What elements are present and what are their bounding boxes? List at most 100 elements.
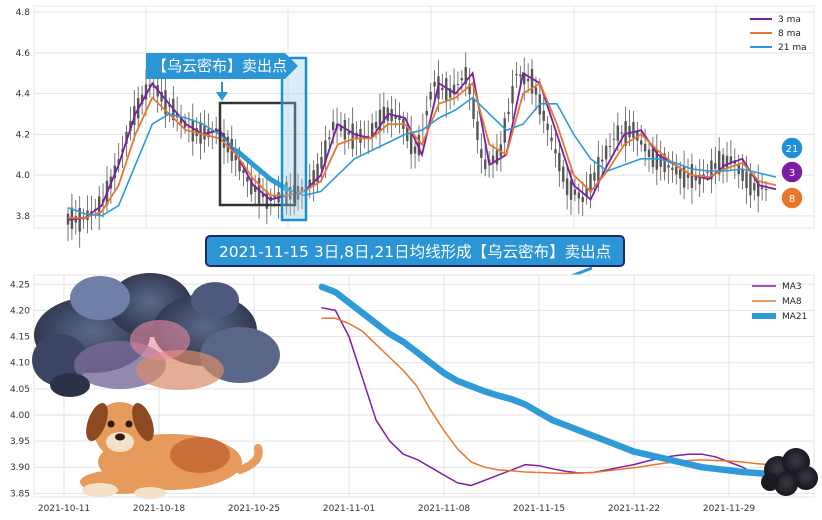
candle-body <box>573 189 577 195</box>
candle-body <box>468 83 471 95</box>
candle-body <box>718 150 721 175</box>
candle-body <box>530 69 534 94</box>
badge-3-label: 3 <box>789 168 795 179</box>
candle-body <box>191 119 194 142</box>
caption-text: 2021-11-15 3日,8日,21日均线形成【乌云密布】卖出点 <box>219 243 611 261</box>
storm-cloud-illustration <box>32 273 280 397</box>
candle-body <box>542 110 545 121</box>
bottom-y-tick-label: 4.00 <box>10 411 30 421</box>
candle-body <box>698 174 701 185</box>
bottom-y-tick-label: 3.95 <box>10 437 30 447</box>
candle-body <box>97 196 101 216</box>
candle-body <box>764 188 768 190</box>
top-legend: 3 ma 8 ma 21 ma <box>750 15 807 53</box>
top-y-tick-label: 4.4 <box>16 90 31 100</box>
candle-body <box>597 156 600 182</box>
candle-body <box>343 120 347 140</box>
candle-body <box>565 178 569 195</box>
candle-body <box>714 163 717 169</box>
candle-body <box>441 87 444 91</box>
candle-body <box>300 187 304 193</box>
candle-body <box>581 196 584 202</box>
top-series-line-3-ma <box>67 71 777 221</box>
bottom-y-tick-label: 4.15 <box>10 333 30 343</box>
candle-body <box>164 90 167 115</box>
candle-body <box>261 193 265 198</box>
candle-body <box>331 121 335 130</box>
candle-body <box>725 155 729 168</box>
bottom-x-tick-label: 2021-11-01 <box>323 504 375 514</box>
candle-body <box>511 85 514 104</box>
candle-body <box>577 192 581 199</box>
legend-ma21-label: 21 ma <box>778 43 807 53</box>
top-y-tick-label: 4.6 <box>16 49 31 59</box>
top-y-tick-label: 4.0 <box>16 171 31 181</box>
bottom-x-tick-label: 2021-11-22 <box>608 504 660 514</box>
top-grid <box>34 6 814 228</box>
candle-body <box>148 84 152 87</box>
candle-body <box>113 165 116 178</box>
candle-body <box>374 121 378 128</box>
cloud-pattern-box <box>218 101 297 207</box>
ma21-highlight-segment <box>234 148 290 192</box>
candle-body <box>679 169 682 179</box>
candle-body <box>585 187 588 197</box>
candle-body <box>328 137 331 140</box>
legend-MA3-label: MA3 <box>782 282 802 292</box>
candle-body <box>222 133 226 148</box>
candle-body <box>456 84 460 86</box>
candle-body <box>729 156 733 164</box>
candle-body <box>289 186 292 200</box>
candle-body <box>246 176 249 182</box>
candle-body <box>686 174 690 178</box>
badge-8-label: 8 <box>789 194 795 205</box>
badge-3 <box>780 160 804 184</box>
candle-body <box>78 207 81 232</box>
candle-body <box>663 153 666 173</box>
candle-body <box>140 94 144 105</box>
candle-body <box>452 84 456 95</box>
bottom-ma-lines <box>318 283 773 487</box>
bottom-y-tick-label: 4.25 <box>10 280 30 290</box>
candle-body <box>409 131 413 155</box>
badge-21 <box>780 136 804 160</box>
candle-body <box>378 109 382 132</box>
candle-body <box>659 154 662 167</box>
dark-cloud-icon <box>761 448 818 496</box>
candle-body <box>448 88 452 98</box>
candle-body <box>413 146 417 154</box>
candle-body <box>320 157 323 169</box>
candle-body <box>265 191 269 209</box>
bottom-y-tick-label: 4.10 <box>10 359 30 369</box>
candle-body <box>355 132 358 140</box>
candle-body <box>347 132 350 135</box>
candle-body <box>480 149 483 158</box>
candle-body <box>507 111 510 115</box>
candle-body <box>491 155 495 164</box>
candle-body <box>526 78 530 82</box>
candle-body <box>370 123 374 138</box>
candle-body <box>640 140 643 145</box>
candle-body <box>702 174 705 177</box>
dog-illustration <box>80 402 263 499</box>
bottom-x-tick-label: 2021-10-11 <box>38 504 90 514</box>
candle-body <box>562 166 565 182</box>
candle-body <box>757 180 760 197</box>
bottom-chart: 3.85 3.90 3.95 4.00 4.05 4.10 4.15 4.20 4.25 202… <box>10 273 818 514</box>
candle-body <box>655 150 659 170</box>
candle-body <box>647 149 651 158</box>
candle-body <box>203 125 206 140</box>
candle-body <box>523 72 526 85</box>
candle-body <box>616 125 620 141</box>
candle-body <box>620 132 623 134</box>
bottom-x-tick-label: 2021-10-18 <box>133 504 186 514</box>
bottom-y-tick-label: 4.05 <box>10 385 30 395</box>
candle-body <box>760 187 764 189</box>
candle-body <box>589 173 592 193</box>
candle-body <box>238 159 241 172</box>
candle-body <box>608 146 612 148</box>
badge-21-label: 21 <box>786 144 799 155</box>
legend-ma3-label: 3 ma <box>778 15 801 25</box>
bottom-x-tick-label: 2021-11-15 <box>513 504 565 514</box>
